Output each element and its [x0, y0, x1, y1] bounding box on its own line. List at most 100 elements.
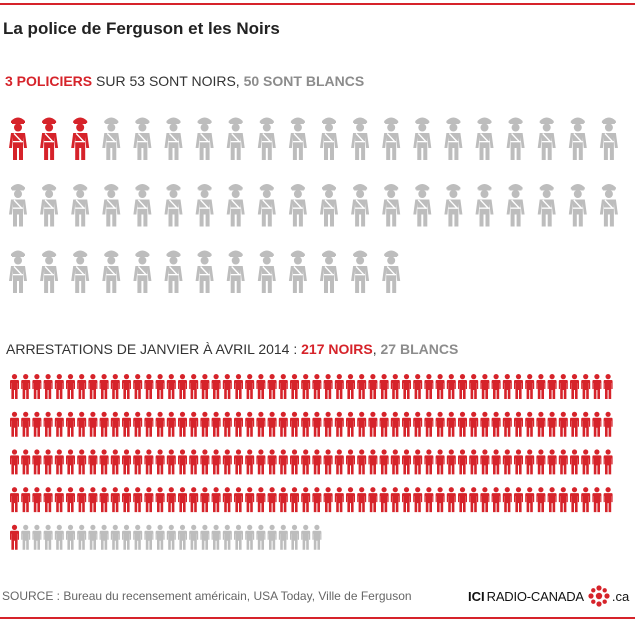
- person-icon-black: [77, 487, 87, 513]
- person-icon-white: [200, 524, 210, 550]
- police-officer-icon-white: [71, 250, 90, 293]
- person-icon-black: [88, 449, 98, 475]
- person-icon-black: [581, 411, 591, 437]
- person-icon-black: [570, 449, 579, 475]
- person-icon-black: [469, 411, 479, 437]
- person-icon-black: [21, 411, 31, 437]
- person-icon-black: [222, 411, 232, 437]
- police-officer-icon-white: [413, 184, 432, 227]
- person-icon-black: [558, 487, 568, 513]
- police-officer-icon-white: [351, 184, 370, 227]
- police-officer-icon-white: [506, 184, 525, 227]
- person-icon-black: [32, 487, 42, 513]
- person-icon-black: [592, 374, 602, 399]
- person-icon-black: [200, 411, 210, 437]
- person-icon-black: [514, 374, 523, 399]
- person-icon-black: [547, 487, 557, 513]
- person-icon-black: [66, 374, 75, 399]
- person-icon-black: [536, 487, 546, 513]
- police-officer-icon-white: [382, 117, 401, 160]
- person-icon-black: [424, 411, 434, 437]
- police-officer-icon-white: [537, 184, 556, 227]
- person-icon-black: [446, 487, 456, 513]
- person-icon-black: [446, 449, 456, 475]
- source-note: SOURCE : Bureau du recensement américain…: [2, 589, 412, 603]
- person-icon-black: [278, 487, 288, 513]
- person-icon-black: [603, 411, 613, 437]
- police-officer-icon-white: [164, 117, 183, 160]
- police-officer-icon-black: [40, 117, 59, 160]
- person-icon-black: [390, 487, 400, 513]
- person-icon-black: [99, 487, 109, 513]
- person-icon-black: [54, 449, 64, 475]
- police-officer-icon-white: [506, 117, 525, 160]
- person-icon-black: [312, 374, 322, 399]
- person-icon-white: [144, 524, 154, 550]
- person-icon-black: [323, 374, 333, 399]
- person-icon-black: [234, 487, 243, 513]
- person-icon-black: [155, 449, 165, 475]
- person-icon-black: [133, 411, 143, 437]
- person-icon-black: [155, 487, 165, 513]
- person-icon-black: [43, 449, 53, 475]
- person-icon-black: [424, 449, 434, 475]
- police-officer-icon-white: [257, 184, 276, 227]
- police-officer-icon-white: [320, 250, 338, 293]
- person-icon-black: [536, 411, 546, 437]
- police-officer-icon-white: [382, 250, 401, 293]
- person-icon-white: [43, 524, 53, 550]
- person-icon-black: [558, 411, 568, 437]
- police-officer-icon-white: [195, 184, 214, 227]
- person-icon-black: [334, 374, 344, 399]
- police-officer-icon-white: [71, 184, 90, 227]
- person-icon-black: [110, 487, 120, 513]
- person-icon-black: [133, 487, 143, 513]
- person-icon-black: [256, 374, 266, 399]
- person-icon-black: [10, 374, 19, 399]
- police-officer-icon-white: [9, 184, 27, 227]
- police-officer-icon-white: [537, 117, 556, 160]
- person-icon-black: [211, 411, 221, 437]
- person-icon-white: [245, 524, 255, 550]
- person-icon-black: [458, 374, 467, 399]
- person-icon-black: [10, 411, 19, 437]
- person-icon-black: [200, 487, 210, 513]
- police-officer-icon-white: [133, 117, 152, 160]
- person-icon-black: [155, 374, 165, 399]
- person-icon-black: [43, 411, 53, 437]
- person-icon-black: [222, 374, 232, 399]
- person-icon-black: [570, 411, 579, 437]
- person-icon-black: [491, 449, 501, 475]
- person-icon-black: [525, 374, 535, 399]
- police-officer-icon-white: [288, 250, 307, 293]
- person-icon-black: [234, 449, 243, 475]
- person-icon-black: [178, 374, 187, 399]
- person-icon-black: [301, 374, 311, 399]
- person-icon-white: [312, 524, 322, 550]
- person-icon-white: [88, 524, 98, 550]
- person-icon-black: [99, 374, 109, 399]
- person-icon-black: [323, 449, 333, 475]
- person-icon-black: [166, 374, 176, 399]
- person-icon-black: [10, 524, 19, 550]
- person-icon-black: [256, 449, 266, 475]
- person-icon-black: [110, 374, 120, 399]
- person-icon-black: [514, 487, 523, 513]
- person-icon-black: [278, 449, 288, 475]
- person-icon-black: [110, 411, 120, 437]
- person-icon-black: [144, 449, 154, 475]
- person-icon-black: [155, 411, 165, 437]
- person-icon-black: [547, 374, 557, 399]
- police-officer-icon-white: [133, 250, 152, 293]
- person-icon-black: [200, 374, 210, 399]
- person-icon-black: [278, 411, 288, 437]
- person-icon-black: [357, 411, 367, 437]
- person-icon-black: [267, 374, 277, 399]
- person-icon-black: [323, 411, 333, 437]
- police-officer-icon-white: [599, 117, 618, 160]
- police-officer-icon-white: [226, 117, 245, 160]
- person-icon-black: [357, 487, 367, 513]
- person-icon-black: [491, 411, 501, 437]
- person-icon-black: [278, 374, 288, 399]
- person-icon-white: [133, 524, 143, 550]
